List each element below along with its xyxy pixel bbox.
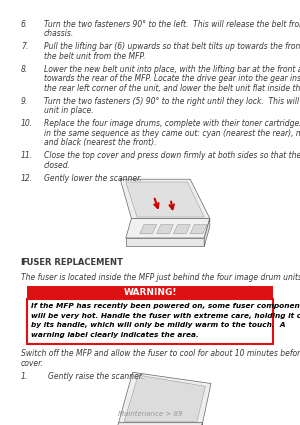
Text: 8.: 8. [21, 65, 28, 74]
Text: If the MFP has recently been powered on, some fuser components: If the MFP has recently been powered on,… [31, 303, 300, 309]
Polygon shape [126, 238, 204, 246]
Polygon shape [140, 224, 157, 234]
Text: warning label clearly indicates the area.: warning label clearly indicates the area… [31, 332, 199, 338]
Text: closed.: closed. [44, 161, 70, 170]
Polygon shape [204, 218, 210, 246]
Text: Replace the four image drums, complete with their toner cartridges, into the pri: Replace the four image drums, complete w… [44, 119, 300, 128]
Text: 7.: 7. [21, 42, 28, 51]
Text: 11.: 11. [21, 151, 33, 160]
Text: the belt unit from the MFP.: the belt unit from the MFP. [44, 51, 145, 60]
Text: Maintenance > 89: Maintenance > 89 [118, 411, 182, 417]
Text: Pull the lifting bar (6) upwards so that belt tilts up towards the front, and wi: Pull the lifting bar (6) upwards so that… [44, 42, 300, 51]
Text: Gently raise the scanner.: Gently raise the scanner. [47, 372, 143, 381]
Text: in the same sequence as they came out: cyan (nearest the rear), magenta, yellow: in the same sequence as they came out: c… [44, 128, 300, 138]
Text: Switch off the MFP and allow the fuser to cool for about 10 minutes before openi: Switch off the MFP and allow the fuser t… [21, 349, 300, 358]
Text: The fuser is located inside the MFP just behind the four image drum units.: The fuser is located inside the MFP just… [21, 273, 300, 282]
Polygon shape [157, 224, 173, 234]
Polygon shape [126, 218, 210, 238]
Text: 10.: 10. [21, 119, 33, 128]
Polygon shape [120, 179, 210, 218]
Text: and black (nearest the front).: and black (nearest the front). [44, 138, 156, 147]
Text: towards the rear of the MFP. Locate the drive gear into the gear inside the prin: towards the rear of the MFP. Locate the … [44, 74, 300, 83]
Text: Turn the two fasteners 90° to the left.  This will release the belt from the MFP: Turn the two fasteners 90° to the left. … [44, 20, 300, 28]
Polygon shape [197, 423, 203, 425]
Polygon shape [190, 224, 207, 234]
Bar [27, 286, 273, 299]
Text: FUSER REPLACEMENT: FUSER REPLACEMENT [21, 258, 123, 267]
Text: will be very hot. Handle the fuser with extreme care, holding it only: will be very hot. Handle the fuser with … [31, 313, 300, 319]
Text: WARNING!: WARNING! [123, 288, 177, 297]
Text: 12.: 12. [21, 173, 33, 182]
Text: Gently lower the scanner.: Gently lower the scanner. [44, 173, 141, 182]
Text: unit in place.: unit in place. [44, 106, 93, 115]
Text: Turn the two fasteners (5) 90° to the right until they lock.  This will secure t: Turn the two fasteners (5) 90° to the ri… [44, 96, 300, 105]
Text: the rear left corner of the unit, and lower the belt unit flat inside the MFP.: the rear left corner of the unit, and lo… [44, 83, 300, 93]
Text: cover.: cover. [21, 359, 44, 368]
Text: by its handle, which will only be mildly warm to the touch.  A: by its handle, which will only be mildly… [31, 322, 286, 328]
Text: Close the top cover and press down firmly at both sides so that the cover latche: Close the top cover and press down firml… [44, 151, 300, 160]
Text: Lower the new belt unit into place, with the lifting bar at the front and the dr: Lower the new belt unit into place, with… [44, 65, 300, 74]
Polygon shape [126, 182, 204, 217]
Text: 1.: 1. [21, 372, 28, 381]
Text: 6.: 6. [21, 20, 28, 28]
Bar [27, 299, 273, 344]
Polygon shape [173, 224, 190, 234]
Text: 9.: 9. [21, 96, 28, 105]
Text: F: F [21, 258, 27, 267]
Polygon shape [124, 375, 206, 421]
Polygon shape [118, 372, 211, 423]
Text: chassis.: chassis. [44, 29, 74, 38]
Polygon shape [113, 423, 202, 425]
